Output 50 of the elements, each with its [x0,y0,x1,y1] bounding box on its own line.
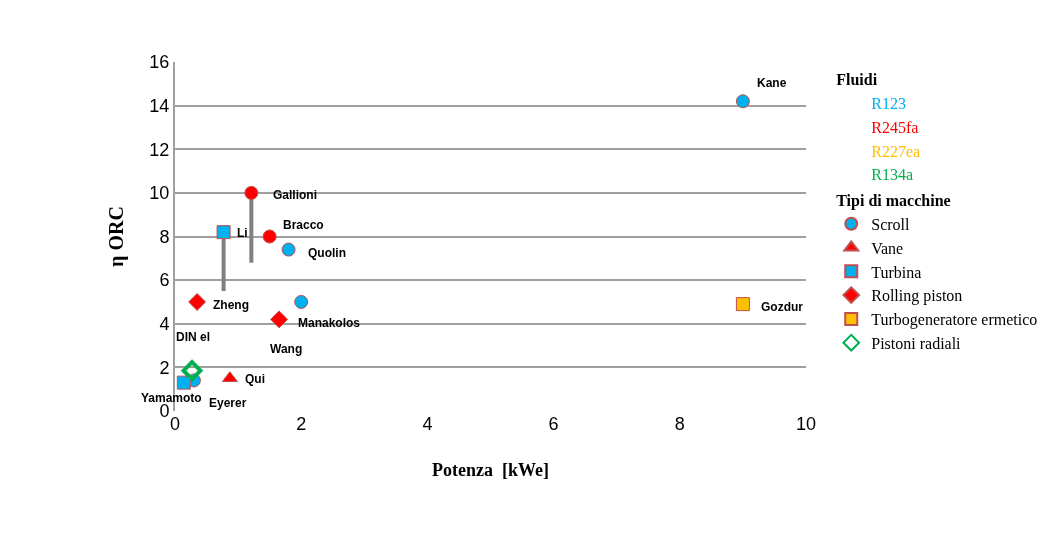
text: Tipi di macchine [836,192,951,211]
annotation: Gallioni [273,188,318,202]
legend-label: Turbina [871,263,922,281]
point [735,297,750,312]
x-axis-title: Potenza [kWe] [432,460,549,481]
legend-label: Pistoni radiali [871,334,962,352]
annotation: Yamamoto [141,391,202,405]
y-tick-label: 16 [149,52,170,73]
y-tick-label: 4 [159,314,170,335]
legend-label: R227ea [871,142,921,160]
x-tick-label: 4 [422,414,433,434]
point [281,242,296,257]
point [294,294,309,309]
annotation: Quolin [308,246,346,260]
legend-label: Vane [871,239,904,257]
y-tick-label: 12 [149,139,170,160]
y-tick-label: 8 [159,226,170,247]
point [188,292,207,311]
legend-label: Scroll [871,215,911,233]
point [735,94,750,109]
annotation: Wang [270,342,303,356]
annotation: Zheng [213,298,249,312]
legend-title: Fluidi [836,71,878,89]
point [221,371,238,383]
legend-label: R245fa [871,118,919,136]
annotation: Kane [757,76,787,90]
y-tick-label: 6 [159,270,170,291]
point [176,375,191,390]
y-axis-title: η ORC [105,206,129,267]
annotation: Eyerer [209,396,247,410]
y-tick-label: 2 [159,357,170,378]
point [181,360,203,382]
annotation: Gozdur [761,300,804,314]
annotation: DIN el [176,330,211,344]
y-tick-label: 14 [149,95,170,116]
annotation: Bracco [283,218,324,232]
annotation: Manakolos [298,316,361,330]
legend-label: R123 [871,94,906,112]
legend-label: R134a [871,166,914,184]
legend-label: Rolling piston [871,287,963,306]
y-tick-label: 10 [149,183,170,204]
annotation: Qui [245,372,265,386]
x-tick-label: 2 [296,414,307,434]
x-tick-label: 10 [795,414,817,434]
point [216,225,231,240]
legend-label: Turbogeneratore ermetico [871,311,1038,330]
x-tick-label: 8 [674,414,685,434]
x-tick-label: 6 [548,414,559,434]
point [270,310,289,329]
annotation: Li [237,226,248,240]
